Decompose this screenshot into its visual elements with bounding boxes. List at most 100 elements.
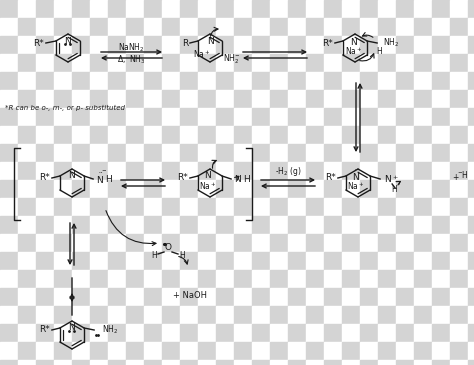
Bar: [288, 72, 306, 90]
Bar: [306, 90, 324, 108]
Text: + NaOH: + NaOH: [173, 291, 207, 300]
Bar: [36, 306, 54, 324]
Bar: [342, 18, 360, 36]
Bar: [162, 126, 180, 144]
Bar: [414, 72, 432, 90]
Text: $^{-}$: $^{-}$: [101, 166, 107, 176]
Bar: [414, 306, 432, 324]
Bar: [396, 252, 414, 270]
Bar: [198, 360, 216, 365]
Bar: [306, 270, 324, 288]
Bar: [90, 234, 108, 252]
Bar: [36, 126, 54, 144]
Bar: [342, 234, 360, 252]
Bar: [36, 324, 54, 342]
Bar: [414, 360, 432, 365]
Bar: [216, 54, 234, 72]
Bar: [234, 54, 252, 72]
Bar: [72, 0, 90, 18]
Bar: [180, 270, 198, 288]
Bar: [414, 324, 432, 342]
Bar: [18, 72, 36, 90]
Bar: [90, 144, 108, 162]
Bar: [18, 324, 36, 342]
Bar: [378, 306, 396, 324]
Text: *R can be o-, m-, or p- substituted: *R can be o-, m-, or p- substituted: [5, 105, 125, 111]
Bar: [468, 36, 474, 54]
Bar: [306, 0, 324, 18]
Bar: [144, 342, 162, 360]
Bar: [72, 144, 90, 162]
Bar: [414, 162, 432, 180]
Bar: [108, 54, 126, 72]
Bar: [252, 288, 270, 306]
Bar: [432, 36, 450, 54]
Bar: [396, 36, 414, 54]
Bar: [396, 306, 414, 324]
Bar: [360, 162, 378, 180]
Bar: [468, 288, 474, 306]
Bar: [234, 288, 252, 306]
Bar: [108, 252, 126, 270]
Bar: [288, 234, 306, 252]
Bar: [234, 216, 252, 234]
Bar: [324, 216, 342, 234]
Bar: [234, 0, 252, 18]
Text: R*: R*: [39, 173, 50, 182]
Bar: [144, 36, 162, 54]
Bar: [144, 180, 162, 198]
Bar: [216, 180, 234, 198]
Bar: [54, 72, 72, 90]
Bar: [90, 0, 108, 18]
Bar: [18, 270, 36, 288]
Bar: [342, 180, 360, 198]
Bar: [144, 288, 162, 306]
Bar: [360, 18, 378, 36]
Bar: [198, 54, 216, 72]
Bar: [90, 270, 108, 288]
Bar: [468, 126, 474, 144]
Bar: [162, 342, 180, 360]
Bar: [396, 144, 414, 162]
Bar: [378, 72, 396, 90]
Bar: [306, 162, 324, 180]
Bar: [198, 36, 216, 54]
Bar: [0, 36, 18, 54]
Bar: [198, 144, 216, 162]
Bar: [396, 54, 414, 72]
Bar: [468, 72, 474, 90]
Bar: [288, 0, 306, 18]
Bar: [198, 126, 216, 144]
Bar: [126, 54, 144, 72]
Bar: [108, 36, 126, 54]
Bar: [108, 288, 126, 306]
Bar: [18, 288, 36, 306]
Bar: [180, 18, 198, 36]
Bar: [108, 162, 126, 180]
Bar: [252, 198, 270, 216]
Bar: [270, 18, 288, 36]
Bar: [36, 18, 54, 36]
Bar: [450, 126, 468, 144]
Bar: [108, 108, 126, 126]
Bar: [396, 288, 414, 306]
Bar: [126, 216, 144, 234]
Bar: [450, 342, 468, 360]
Bar: [252, 18, 270, 36]
Bar: [288, 252, 306, 270]
Text: N: N: [69, 172, 75, 181]
Bar: [180, 198, 198, 216]
Bar: [72, 360, 90, 365]
Text: Na$^+$: Na$^+$: [347, 180, 365, 192]
Bar: [468, 234, 474, 252]
Bar: [288, 108, 306, 126]
Bar: [234, 18, 252, 36]
Bar: [144, 108, 162, 126]
Bar: [450, 324, 468, 342]
Bar: [126, 198, 144, 216]
Bar: [54, 324, 72, 342]
Bar: [360, 0, 378, 18]
Bar: [18, 234, 36, 252]
Bar: [144, 72, 162, 90]
Bar: [90, 162, 108, 180]
